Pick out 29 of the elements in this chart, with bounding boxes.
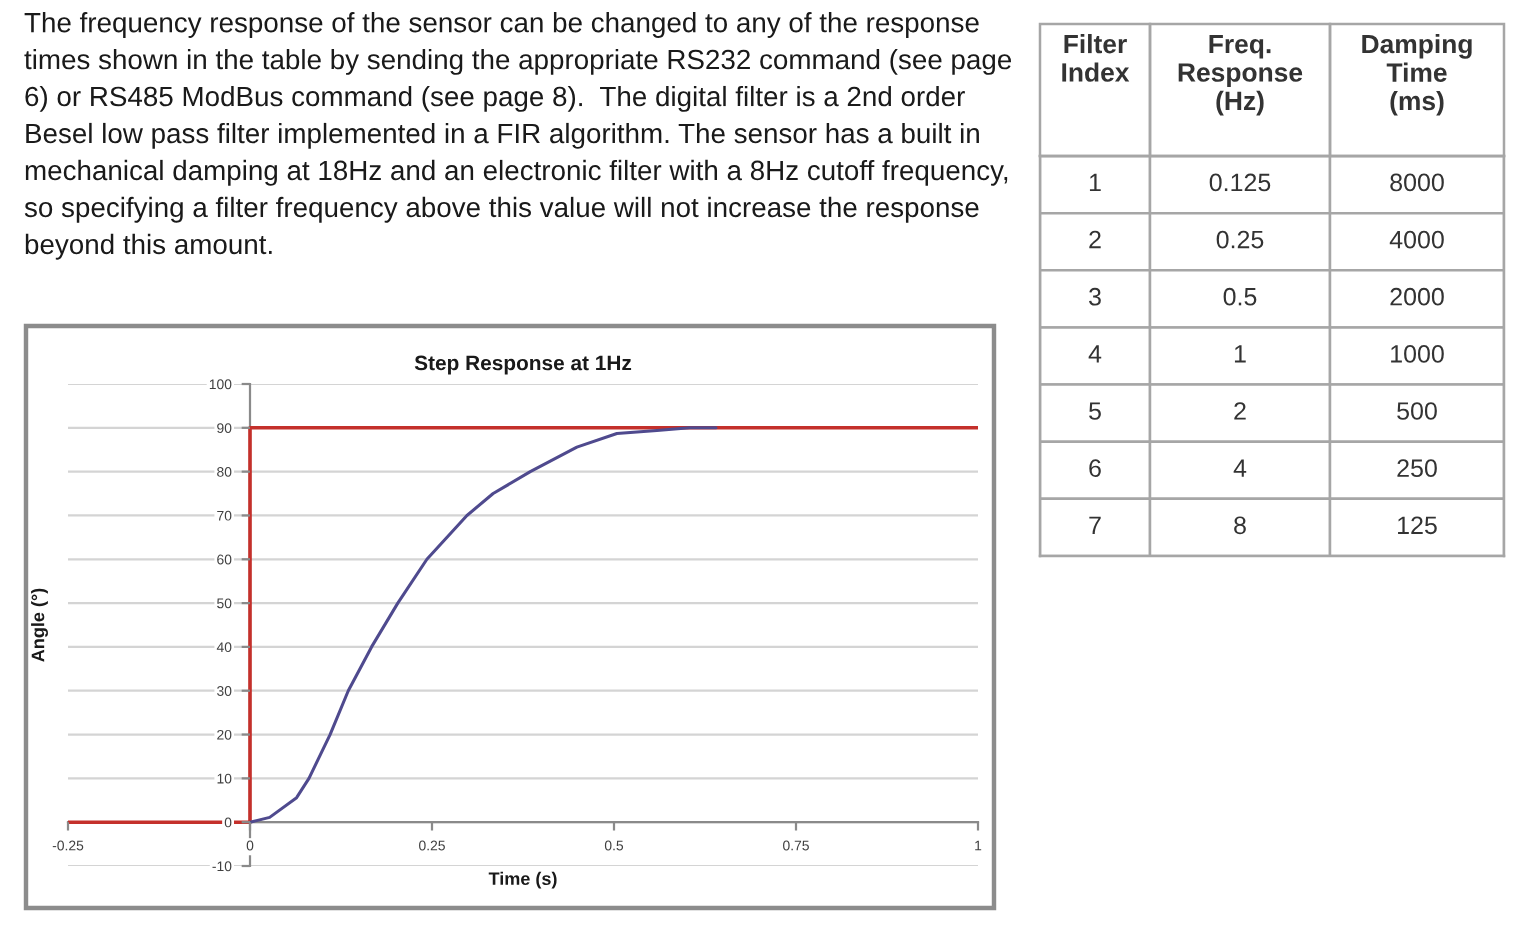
y-axis-title: Angle (°) [31, 588, 48, 662]
data-label: 2000 [1390, 287, 1444, 306]
data-label: 8 [1234, 516, 1246, 535]
x-tick-label: Damping Time (ms) [1362, 34, 1472, 116]
data-label: 8000 [1390, 173, 1444, 192]
data-label: 4 [1233, 459, 1247, 477]
text: The frequency response of the sensor can be changed to any of the response times shown in the table by sending the appropriate RS232 command (see page 6) or RS485 ModBus command (see page 8). The digital filter is a 2nd order Besel low pass filter implemented in a FIR algorithm. The sensor has a built in mechanical damping at 18Hz and an electronic filter with a 8Hz cutoff frequency, so specifying a filter frequency above this value will not increase the response beyond this amount. [24, 12, 1012, 260]
data-label: 5 [1089, 402, 1101, 420]
data-label: 3 [1089, 287, 1101, 306]
data-label: 2 [1234, 402, 1246, 420]
data-label: 1 [1089, 173, 1101, 192]
line-series [248, 426, 718, 824]
x-tick-label: Filter Index [1062, 34, 1130, 82]
data-label: 1000 [1391, 345, 1444, 363]
x-tick-label: Freq. Response (Hz) [1178, 34, 1303, 116]
data-label: 2 [1089, 230, 1101, 249]
data-label: 6 [1089, 459, 1101, 477]
data-label: 250 [1397, 459, 1437, 477]
data-label: 0.125 [1209, 173, 1271, 192]
data-label: 500 [1397, 402, 1437, 420]
data-label: 7 [1089, 516, 1101, 534]
data-label: 0.5 [1223, 287, 1257, 306]
data-label: 4 [1088, 345, 1102, 363]
data-label: 4000 [1389, 230, 1444, 249]
x-axis-title: Time (s) [488, 871, 557, 889]
data-label: 1 [1234, 345, 1246, 363]
data-label: 125 [1398, 516, 1437, 535]
chart-title: Step Response at 1Hz [414, 355, 632, 375]
data-label: 0.25 [1216, 230, 1264, 249]
